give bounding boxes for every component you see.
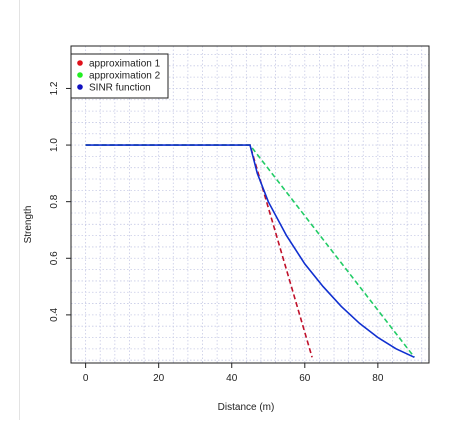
chart-grid bbox=[70, 46, 429, 363]
series-line-approximation-2 bbox=[85, 144, 416, 358]
y-tick-label: 1.2 bbox=[49, 81, 60, 95]
x-tick-label: 80 bbox=[372, 373, 384, 384]
series-line-sinr-function bbox=[85, 144, 415, 359]
axis-ticks: 0 20 40 60 80 0.4 0.6 0.8 1.0 1.2 bbox=[49, 81, 384, 384]
y-tick-label: 1.0 bbox=[49, 138, 60, 152]
legend-marker bbox=[77, 72, 83, 78]
y-axis-title: Strength bbox=[23, 206, 34, 244]
y-tick-label: 0.4 bbox=[49, 307, 60, 321]
x-tick-label: 0 bbox=[83, 373, 89, 384]
plot-frame bbox=[70, 45, 430, 364]
series-line-approximation-1 bbox=[85, 144, 313, 358]
legend-box bbox=[70, 53, 169, 99]
x-tick-label: 20 bbox=[153, 373, 165, 384]
y-tick-label: 0.8 bbox=[49, 194, 60, 208]
page-left-rule bbox=[19, 0, 20, 420]
legend-label: approximation 1 bbox=[89, 59, 161, 70]
x-tick-label: 40 bbox=[226, 373, 238, 384]
legend-label: SINR function bbox=[89, 83, 151, 94]
y-tick-label: 0.6 bbox=[49, 251, 60, 265]
legend-marker bbox=[77, 60, 83, 66]
x-tick-label: 60 bbox=[299, 373, 311, 384]
series-group bbox=[85, 144, 416, 359]
x-axis-title: Distance (m) bbox=[218, 402, 275, 413]
legend-marker bbox=[77, 84, 83, 90]
legend-label: approximation 2 bbox=[89, 71, 161, 82]
